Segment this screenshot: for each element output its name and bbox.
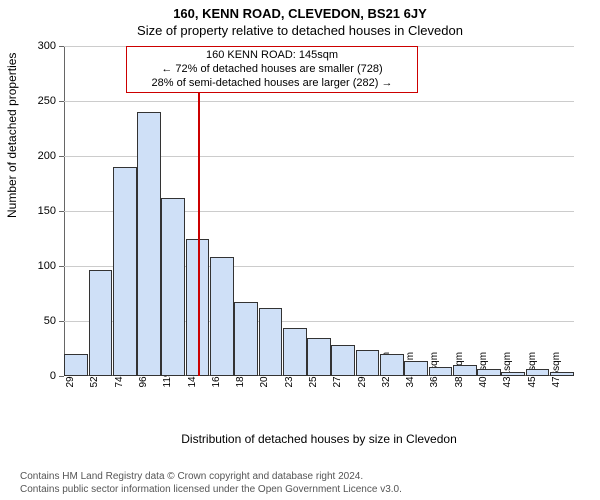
chart-plot-area	[64, 46, 574, 376]
y-tick-label: 250	[30, 95, 56, 107]
y-tick-label: 150	[30, 205, 56, 217]
y-tick-label: 50	[30, 315, 56, 327]
bar	[380, 354, 404, 376]
sub-title: Size of property relative to detached ho…	[0, 21, 600, 38]
bar	[89, 270, 113, 376]
footer-line-1: Contains HM Land Registry data © Crown c…	[20, 471, 402, 484]
annotation-line-1: 160 KENN ROAD: 145sqm	[133, 49, 411, 63]
bar	[113, 167, 137, 376]
bar	[501, 372, 525, 376]
bar	[210, 257, 234, 376]
y-tick-label: 100	[30, 260, 56, 272]
bar	[356, 350, 380, 376]
gridline	[64, 101, 574, 102]
bar	[137, 112, 161, 376]
bar	[477, 369, 501, 376]
annotation-box: 160 KENN ROAD: 145sqm ← 72% of detached …	[126, 46, 418, 93]
bar	[429, 367, 453, 376]
bar	[283, 328, 307, 376]
bar	[453, 365, 477, 376]
chart-container: 160, KENN ROAD, CLEVEDON, BS21 6JY Size …	[0, 0, 600, 500]
super-title: 160, KENN ROAD, CLEVEDON, BS21 6JY	[0, 0, 600, 21]
y-tick-label: 200	[30, 150, 56, 162]
bar	[259, 308, 283, 376]
annotation-line-3: 28% of semi-detached houses are larger (…	[133, 77, 411, 91]
bar	[526, 369, 550, 376]
bar	[234, 302, 258, 376]
bar	[307, 338, 331, 377]
x-axis-label: Distribution of detached houses by size …	[64, 432, 574, 446]
y-tick-label: 0	[30, 370, 56, 382]
annotation-line-2: ← 72% of detached houses are smaller (72…	[133, 63, 411, 77]
reference-line	[198, 46, 200, 376]
bar	[550, 372, 574, 376]
bar	[161, 198, 185, 376]
bar	[404, 361, 428, 376]
y-tick-mark	[59, 376, 64, 377]
footer-line-2: Contains public sector information licen…	[20, 484, 402, 497]
bar	[331, 345, 355, 376]
y-tick-label: 300	[30, 40, 56, 52]
footer-attribution: Contains HM Land Registry data © Crown c…	[20, 471, 402, 496]
bar	[64, 354, 88, 376]
